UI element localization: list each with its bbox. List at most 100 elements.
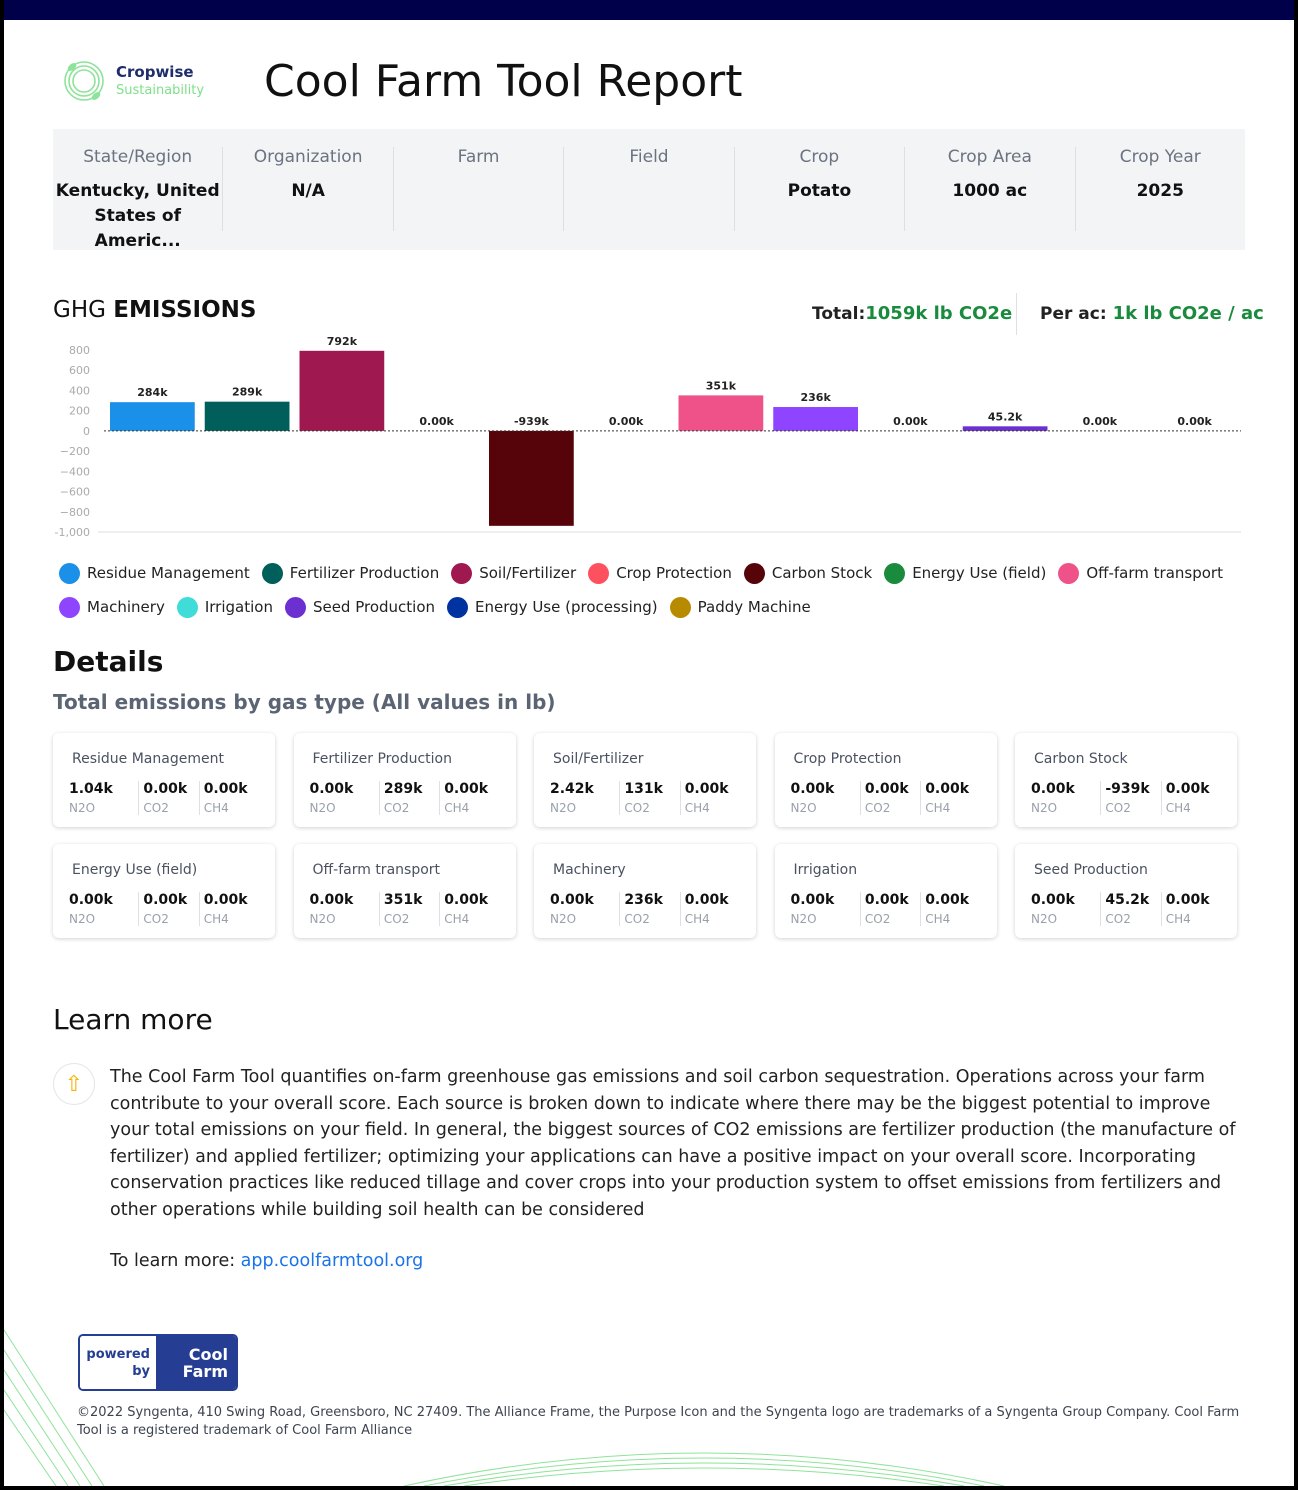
info-bar: State/Region Kentucky, United States of A…: [53, 129, 1245, 251]
legend-item[interactable]: Energy Use (field): [884, 562, 1046, 584]
legend-item[interactable]: Fertilizer Production: [261, 562, 440, 584]
legend-label: Residue Management: [87, 564, 250, 582]
card-title: Residue Management: [72, 751, 224, 767]
ghg-title: GHG EMISSIONS: [53, 297, 256, 323]
value: -939k: [1105, 781, 1150, 797]
perac-label: Per ac:: [1040, 304, 1113, 324]
legend-swatch: [884, 562, 906, 584]
value: 0.00k: [550, 892, 594, 908]
learn-more-text: The Cool Farm Tool quantifies on-farm gr…: [110, 1067, 1236, 1220]
learn-more-title: Learn more: [53, 1003, 213, 1036]
emission-card: Residue Management 1.04k N2O 0.00k CO2 0.00k C…: [53, 733, 275, 827]
gas-label: CH4: [444, 801, 470, 815]
value: 0.00k: [444, 892, 489, 908]
value: 0.00k: [143, 781, 188, 797]
legend-swatch: [447, 596, 469, 618]
gas-label: CH4: [684, 801, 710, 815]
legend-item[interactable]: Crop Protection: [588, 562, 732, 584]
learn-more-label: To learn more:: [110, 1251, 241, 1271]
gas-label: CH4: [444, 912, 470, 926]
value: 0.00k: [309, 781, 354, 797]
gas-value-n2o: 0.00k N2O: [791, 892, 860, 926]
details-subtitle: Total emissions by gas type (All values …: [53, 690, 556, 714]
legend-swatch: [669, 596, 691, 618]
emission-card: Fertilizer Production 0.00k N2O 289k CO2 0.00…: [293, 733, 516, 827]
value: 0.00k: [69, 892, 113, 908]
info-label: Organization: [253, 147, 363, 167]
gas-label: CO2: [864, 912, 891, 926]
gas-label: CO2: [143, 912, 169, 926]
value: 131k: [624, 781, 663, 797]
legend-item[interactable]: Soil/Fertilizer: [451, 562, 576, 584]
gas-value-ch4: 0.00k CH4: [198, 892, 259, 926]
logo-name: Cropwise: [116, 63, 194, 81]
legend-item[interactable]: Energy Use (processing): [447, 596, 658, 618]
bar-carbon-stock: [489, 430, 574, 526]
gas-label: N2O: [69, 912, 96, 926]
value: 0.00k: [790, 781, 835, 797]
legend-item[interactable]: Machinery: [59, 596, 165, 618]
y-tick-label: −200: [60, 445, 90, 458]
value: 236k: [624, 892, 663, 908]
gas-label: N2O: [550, 912, 577, 926]
gas-label: CO2: [624, 912, 650, 926]
gas-label: CH4: [203, 912, 229, 926]
legend-item[interactable]: Irrigation: [176, 596, 273, 618]
data-label: 0.00k: [419, 415, 454, 428]
bar-seed-production: [962, 426, 1048, 431]
legend-item[interactable]: Carbon Stock: [743, 562, 872, 584]
gas-value-n2o: 0.00k N2O: [69, 892, 138, 926]
report-page: Cropwise Sustainability Cool Farm Tool R…: [4, 0, 1294, 1486]
value: 0.00k: [1031, 892, 1075, 908]
gas-label: CH4: [684, 912, 710, 926]
info-label: Crop Area: [947, 147, 1032, 167]
legend-label: Fertilizer Production: [289, 564, 440, 582]
gas-label: CO2: [1105, 801, 1131, 815]
gas-value-ch4: 0.00k CH4: [1160, 781, 1221, 815]
gas-value-co2: 131k CO2: [619, 781, 679, 815]
coolfarmtool-link[interactable]: app.coolfarmtool.org: [240, 1251, 424, 1271]
value: 0.00k: [143, 892, 188, 908]
legend-item[interactable]: Off-farm transport: [1058, 562, 1223, 584]
gas-value-co2: 0.00k CO2: [138, 781, 198, 815]
legend-swatch: [176, 596, 198, 618]
value: 0.00k: [444, 781, 489, 797]
data-label: 0.00k: [1177, 415, 1212, 428]
legend-label: Energy Use (field): [912, 564, 1047, 582]
value: 0.00k: [684, 781, 729, 797]
gas-value-n2o: 1.04k N2O: [69, 781, 138, 815]
top-bar: [4, 0, 1294, 20]
y-tick-label: 0: [83, 425, 90, 438]
page-title: Cool Farm Tool Report: [264, 56, 743, 107]
legend-label: Seed Production: [312, 598, 436, 616]
value: 2.42k: [550, 781, 594, 797]
y-tick-label: 800: [69, 344, 90, 357]
value: 0.00k: [864, 781, 909, 797]
gas-label: CH4: [1165, 912, 1191, 926]
emission-card: Crop Protection 0.00k N2O 0.00k CO2 0.00k CH4: [774, 733, 997, 827]
gas-value-n2o: 0.00k N2O: [310, 892, 379, 926]
legend-label: Crop Protection: [616, 564, 732, 582]
gas-value-ch4: 0.00k CH4: [439, 892, 499, 926]
y-tick-label: 200: [69, 405, 90, 418]
legend-swatch: [451, 562, 473, 584]
legend-item[interactable]: Paddy Machine: [669, 596, 811, 618]
legend-label: Paddy Machine: [697, 598, 811, 616]
emission-cards: Residue Management 1.04k N2O 0.00k CO2 0.00k C…: [53, 733, 1245, 938]
total-label: Total:: [812, 304, 866, 324]
gas-value-ch4: 0.00k CH4: [679, 892, 740, 926]
legend-swatch: [59, 596, 80, 618]
legend-item[interactable]: Residue Management: [59, 562, 250, 584]
perac-value: 1k lb CO2e / ac: [1112, 303, 1264, 324]
bar-off-farm-transport: [678, 395, 764, 431]
data-label: 289k: [232, 386, 263, 399]
gas-label: CO2: [383, 912, 410, 926]
details-title: Details: [53, 645, 164, 678]
card-title: Energy Use (field): [72, 862, 198, 878]
info-label: Field: [629, 147, 669, 167]
cropwise-logo: [64, 61, 104, 101]
card-title: Fertilizer Production: [312, 751, 452, 767]
info-field: Field: [564, 147, 735, 231]
legend-item[interactable]: Seed Production: [284, 596, 436, 618]
info-value: Kentucky, United States of Americ...: [55, 181, 220, 251]
